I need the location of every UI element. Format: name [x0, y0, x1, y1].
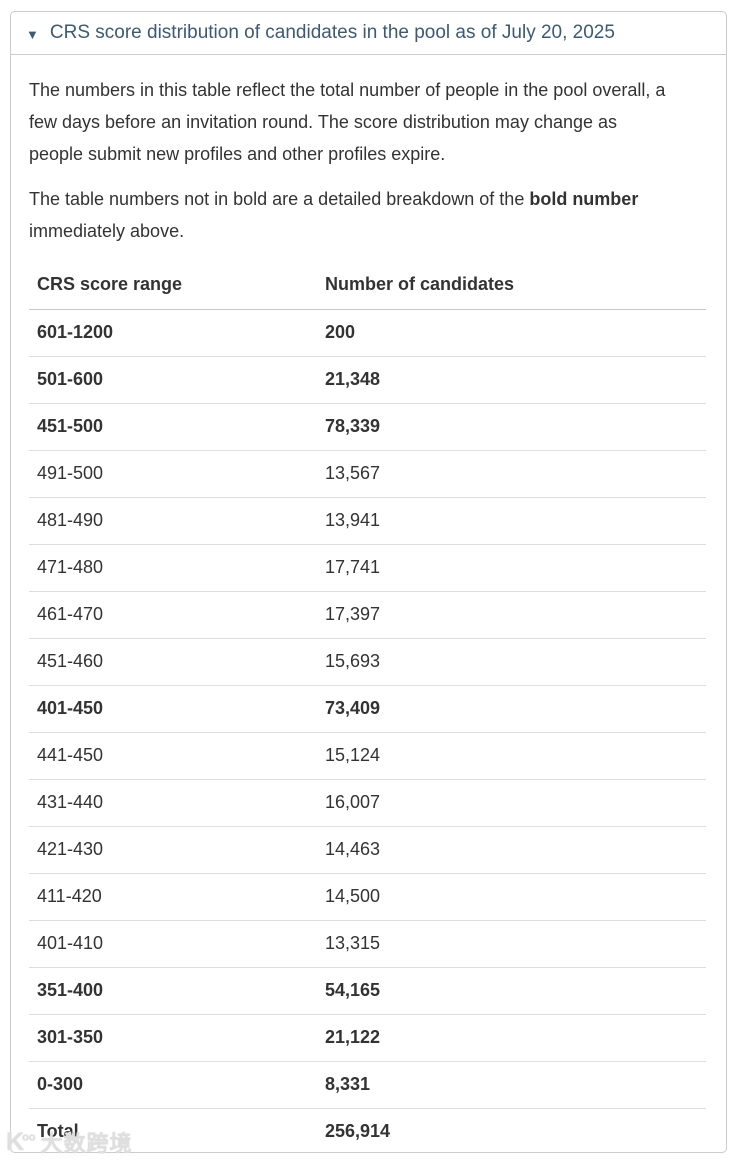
crs-range-cell: 351-400 [29, 967, 317, 1015]
candidate-count-cell: 15,124 [317, 732, 706, 780]
crs-range-cell: 601-1200 [29, 309, 317, 357]
candidate-count-cell: 8,331 [317, 1061, 706, 1109]
note-paragraph: The table numbers not in bold are a deta… [29, 183, 674, 247]
table-row: 471-480 17,741 [29, 544, 706, 592]
table-row: 501-600 21,348 [29, 356, 706, 404]
crs-range-cell: 411-420 [29, 873, 317, 921]
table-header-row: CRS score range Number of candidates [29, 264, 706, 310]
intro-paragraph: The numbers in this table reflect the to… [29, 80, 666, 164]
note-text-start: The table numbers not in bold are a deta… [29, 189, 530, 209]
table-row: 451-500 78,339 [29, 403, 706, 451]
column-header-candidate-count: Number of candidates [317, 264, 706, 310]
note-text-end: immediately above. [29, 221, 185, 241]
crs-distribution-table: CRS score range Number of candidates 601… [29, 264, 706, 1155]
details-panel: ▼ CRS score distribution of candidates i… [10, 11, 727, 1153]
crs-range-cell: 441-450 [29, 732, 317, 780]
candidate-count-cell: 14,463 [317, 826, 706, 874]
crs-range-cell: 421-430 [29, 826, 317, 874]
crs-range-cell: 481-490 [29, 497, 317, 545]
table-row: 481-490 13,941 [29, 497, 706, 545]
note-text-bold: bold number [529, 189, 639, 209]
candidate-count-cell: 54,165 [317, 967, 706, 1015]
crs-range-cell: 491-500 [29, 450, 317, 498]
crs-range-cell: 471-480 [29, 544, 317, 592]
table-row: 601-1200 200 [29, 309, 706, 357]
details-summary[interactable]: ▼ CRS score distribution of candidates i… [11, 12, 726, 55]
watermark-logo-icon: Koo [6, 1127, 36, 1156]
crs-range-cell: 451-460 [29, 638, 317, 686]
table-row: 421-430 14,463 [29, 826, 706, 874]
candidate-count-cell: 21,122 [317, 1014, 706, 1062]
candidate-count-cell: 256,914 [325, 1121, 391, 1141]
table-row: 451-460 15,693 [29, 638, 706, 686]
crs-range-cell: 461-470 [29, 591, 317, 639]
candidate-count-cell: 21,348 [317, 356, 706, 404]
watermark-text: 大数跨境 [40, 1131, 133, 1156]
crs-range-cell: 451-500 [29, 403, 317, 451]
table-row: 401-450 73,409 [29, 685, 706, 733]
column-header-crs-range: CRS score range [29, 264, 317, 310]
table-row: 0-300 8,331 [29, 1061, 706, 1109]
table-row: 431-440 16,007 [29, 779, 706, 827]
table-row: 411-420 14,500 [29, 873, 706, 921]
table-row: 461-470 17,397 [29, 591, 706, 639]
candidate-count-cell: 17,397 [317, 591, 706, 639]
candidate-count-cell: 73,409 [317, 685, 706, 733]
candidate-count-cell: 78,339 [317, 403, 706, 451]
table-row: 401-410 13,315 [29, 920, 706, 968]
candidate-count-cell: 200 [317, 309, 706, 357]
table-row: Total 256,914 [29, 1109, 706, 1156]
crs-range-cell: 301-350 [29, 1014, 317, 1062]
candidate-count-cell: 13,941 [317, 497, 706, 545]
candidate-count-cell: 15,693 [317, 638, 706, 686]
candidate-count-cell: 13,567 [317, 450, 706, 498]
crs-range-cell: 501-600 [29, 356, 317, 404]
table-row: 491-500 13,567 [29, 450, 706, 498]
table-body: 601-1200 200 501-600 21,348 451-500 78,3… [29, 309, 706, 1156]
details-title: CRS score distribution of candidates in … [49, 22, 615, 43]
details-content: The numbers in this table reflect the to… [11, 55, 726, 1155]
watermark: Koo 大数跨境 [6, 1126, 133, 1158]
table-row: 301-350 21,122 [29, 1014, 706, 1062]
caret-down-icon: ▼ [26, 26, 39, 42]
candidate-count-cell: 17,741 [317, 544, 706, 592]
crs-range-cell: 401-450 [29, 685, 317, 733]
candidate-count-cell: 14,500 [317, 873, 706, 921]
crs-range-cell: 431-440 [29, 779, 317, 827]
crs-range-cell: Total [37, 1121, 79, 1141]
crs-range-cell: 0-300 [29, 1061, 317, 1109]
crs-range-cell: 401-410 [29, 920, 317, 968]
candidate-count-cell: 16,007 [317, 779, 706, 827]
table-row: 441-450 15,124 [29, 732, 706, 780]
candidate-count-cell: 13,315 [317, 920, 706, 968]
table-row: 351-400 54,165 [29, 967, 706, 1015]
